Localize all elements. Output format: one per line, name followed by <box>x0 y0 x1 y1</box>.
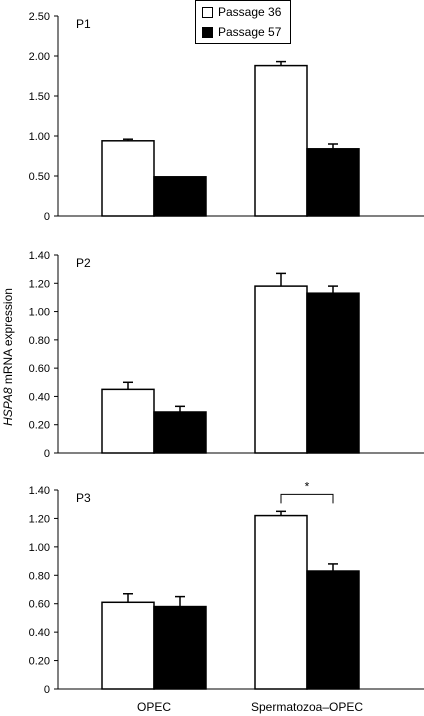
y-tick-label: 0.40 <box>29 391 50 403</box>
y-tick-label: 1.40 <box>29 485 50 497</box>
y-tick-label: 0 <box>44 211 50 223</box>
y-axis-label: HSPA8 mRNA expression <box>1 257 15 457</box>
y-tick-label: 0.80 <box>29 570 50 582</box>
bar <box>254 64 308 217</box>
bar <box>101 140 155 217</box>
bar <box>153 176 207 217</box>
bar <box>306 148 360 217</box>
y-tick-label: 1.20 <box>29 278 50 290</box>
y-tick-label: 0.60 <box>29 363 50 375</box>
y-axis-label-gene: HSPA8 <box>1 387 15 426</box>
x-category-label: Spermatozoa–OPEC <box>251 700 363 714</box>
significance-bracket <box>280 493 334 504</box>
bar <box>254 514 308 690</box>
y-tick-label: 0 <box>44 448 50 460</box>
bar <box>153 411 207 454</box>
y-tick-label: 0.50 <box>29 171 50 183</box>
y-tick-label: 0.80 <box>29 335 50 347</box>
y-tick-label: 1.00 <box>29 131 50 143</box>
y-tick-label: 2.00 <box>29 51 50 63</box>
y-tick-label: 0.60 <box>29 599 50 611</box>
legend-label-passage-36: Passage 36 <box>218 5 282 19</box>
bar <box>101 388 155 454</box>
bar <box>254 285 308 454</box>
y-tick-label: 0 <box>44 684 50 696</box>
bar <box>306 570 360 690</box>
y-tick-label: 2.50 <box>29 11 50 23</box>
panel-p1: 0 0.50 1.00 1.50 2.00 2.50 P1 <box>29 11 424 223</box>
bar <box>153 605 207 690</box>
panel-label: P1 <box>76 17 91 31</box>
y-tick-label: 1.00 <box>29 307 50 319</box>
significance-marker: * <box>305 479 310 493</box>
y-axis-label-rest: mRNA expression <box>1 288 15 388</box>
y-tick-label: 0.20 <box>29 656 50 668</box>
y-tick-label: 1.40 <box>29 250 50 262</box>
legend-swatch-white <box>202 6 213 18</box>
panel-label: P3 <box>76 491 91 505</box>
panel-p3: 0 0.20 0.40 0.60 0.80 1.00 1.20 1.40 P3 * <box>29 479 424 696</box>
y-tick-label: 1.00 <box>29 542 50 554</box>
y-tick-label: 0.40 <box>29 627 50 639</box>
panel-p2: 0 0.20 0.40 0.60 0.80 1.00 1.20 1.40 P2 <box>29 250 424 460</box>
legend-swatch-black <box>202 26 213 38</box>
y-tick-label: 1.50 <box>29 91 50 103</box>
y-tick-label: 1.20 <box>29 513 50 525</box>
y-tick-label: 0.20 <box>29 420 50 432</box>
legend: Passage 36 Passage 57 <box>195 0 291 44</box>
bar <box>306 292 360 454</box>
x-category-label: OPEC <box>137 700 171 714</box>
panel-label: P2 <box>76 256 91 270</box>
bar <box>101 601 155 690</box>
legend-item-passage-36: Passage 36 <box>202 4 281 20</box>
legend-item-passage-57: Passage 57 <box>202 24 281 40</box>
legend-label-passage-57: Passage 57 <box>218 25 282 39</box>
